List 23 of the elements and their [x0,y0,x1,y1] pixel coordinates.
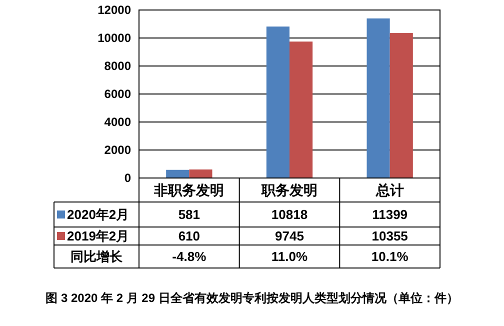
data-label: 11399 [372,207,408,222]
y-tick-label: 0 [124,171,132,186]
text: 10.1% [371,249,409,264]
y-tick-label: 12000 [98,3,132,18]
data-label: 581 [178,207,200,222]
y-tick-label: 4000 [104,115,132,130]
legend-label: 2019年2月 [67,228,130,244]
text: 11.0% [271,249,308,264]
text: 图 3 2020 年 2 月 29 日全省有效发明专利按发明人类型划分情况（单位：件） [46,291,458,305]
x-tick-label: 非职务发明 [153,182,224,198]
y-tick-label: 10000 [98,31,132,46]
data-label: 10355 [372,228,408,244]
y-tick-label: 6000 [104,87,132,102]
data-label: 9745 [275,228,304,244]
text: -4.8% [172,249,207,264]
data-label: 10818 [271,207,308,222]
x-tick-label: 职务发明 [260,182,318,198]
text: 同比增长 [70,249,124,264]
legend-label: 2020年2月 [67,207,130,222]
x-tick-label: 总计 [374,182,404,198]
data-label: 610 [178,228,200,244]
y-tick-label: 8000 [104,59,132,74]
y-tick-label: 2000 [104,143,132,158]
